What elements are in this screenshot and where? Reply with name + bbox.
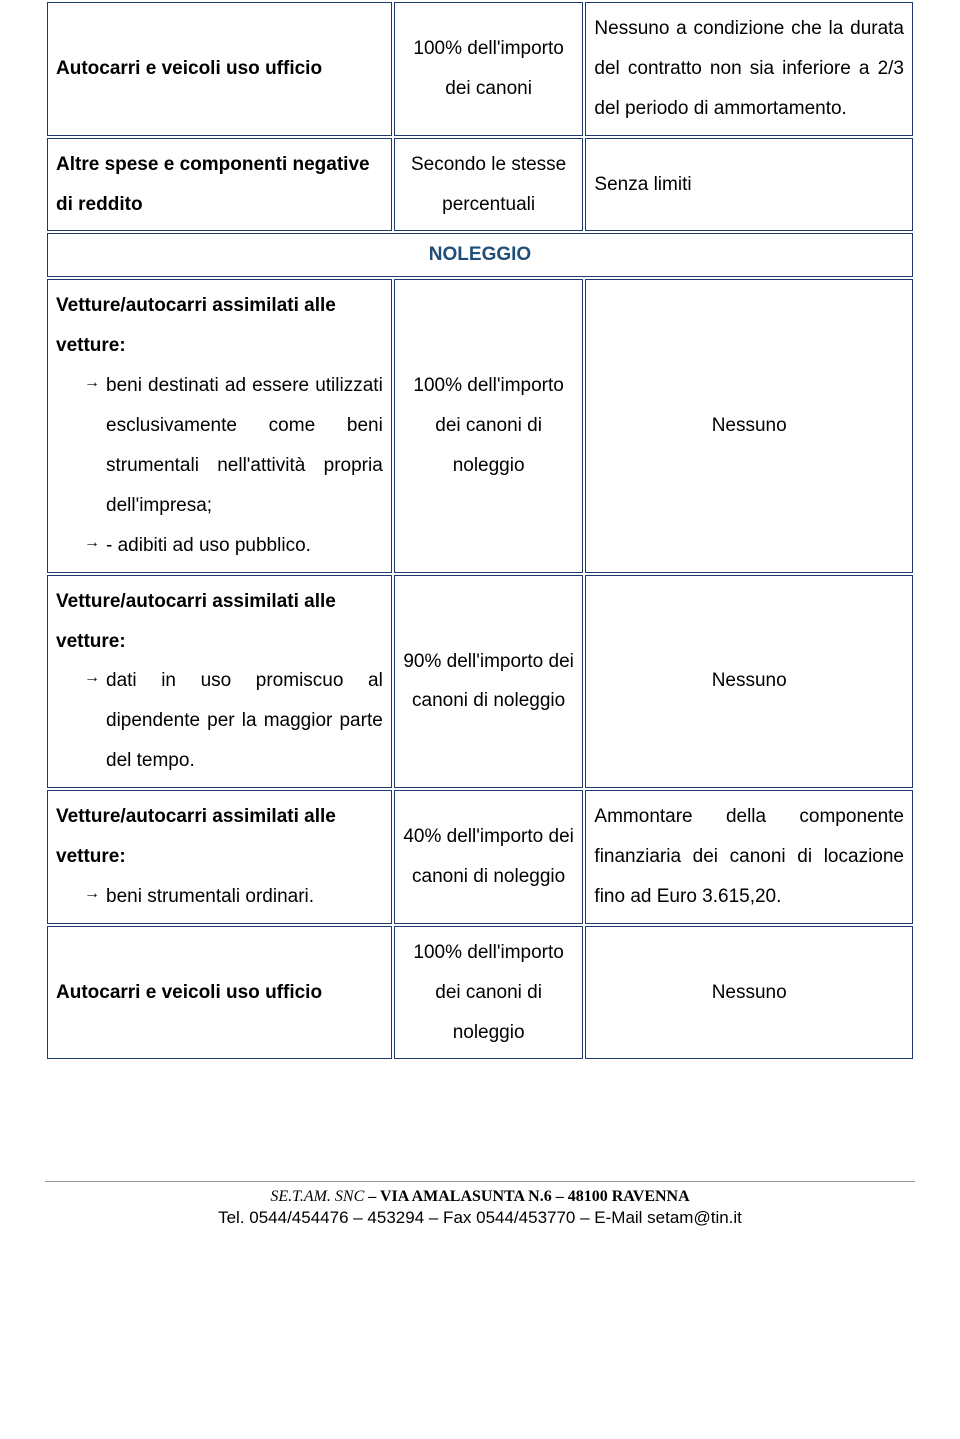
cell-limit: Senza limiti [585, 138, 913, 232]
cell-percentage: 90% dell'importo dei canoni di noleggio [394, 575, 584, 788]
cell-category: Vetture/autocarri assimilati alle vettur… [47, 279, 392, 572]
cell-category: Autocarri e veicoli uso ufficio [47, 2, 392, 136]
bullet-list: beni destinati ad essere utilizzati escl… [56, 366, 383, 565]
cell-percentage: 40% dell'importo dei canoni di noleggio [394, 790, 584, 924]
footer-address: SE.T.AM. SNC – VIA AMALASUNTA N.6 – 4810… [45, 1188, 915, 1206]
cell-title: Autocarri e veicoli uso ufficio [56, 58, 322, 79]
cell-title: Altre spese e componenti negative di red… [56, 154, 370, 215]
table-row: Altre spese e componenti negative di red… [47, 138, 913, 232]
cell-category: Altre spese e componenti negative di red… [47, 138, 392, 232]
cell-limit: Nessuno [585, 279, 913, 572]
cell-title: Vetture/autocarri assimilati alle vettur… [56, 582, 383, 662]
table-row: Vetture/autocarri assimilati alle vettur… [47, 575, 913, 788]
list-item: dati in uso promiscuo al dipendente per … [84, 661, 383, 781]
cell-percentage: 100% dell'importo dei canoni [394, 2, 584, 136]
footer-address-text: – VIA AMALASUNTA N.6 – 48100 RAVENNA [364, 1188, 689, 1205]
list-item: beni strumentali ordinari. [84, 877, 383, 917]
footer-contact: Tel. 0544/454476 – 453294 – Fax 0544/453… [45, 1208, 915, 1228]
cell-title: Autocarri e veicoli uso ufficio [56, 982, 322, 1003]
cell-category: Autocarri e veicoli uso ufficio [47, 926, 392, 1060]
bullet-list: dati in uso promiscuo al dipendente per … [56, 661, 383, 781]
cell-limit: Nessuno [585, 926, 913, 1060]
table-row: Vetture/autocarri assimilati alle vettur… [47, 279, 913, 572]
section-header-noleggio: NOLEGGIO [47, 233, 913, 277]
cell-category: Vetture/autocarri assimilati alle vettur… [47, 790, 392, 924]
table-row: Vetture/autocarri assimilati alle vettur… [47, 790, 913, 924]
cell-limit: Ammontare della componente finanziaria d… [585, 790, 913, 924]
footer-company: SE.T.AM. SNC [270, 1188, 364, 1205]
cell-percentage: Secondo le stesse percentuali [394, 138, 584, 232]
document-page: Autocarri e veicoli uso ufficio 100% del… [0, 0, 960, 1228]
bullet-list: beni strumentali ordinari. [56, 877, 383, 917]
cell-title: Vetture/autocarri assimilati alle vettur… [56, 797, 383, 877]
cell-percentage: 100% dell'importo dei canoni di noleggio [394, 279, 584, 572]
page-footer: SE.T.AM. SNC – VIA AMALASUNTA N.6 – 4810… [45, 1181, 915, 1228]
cell-title: Vetture/autocarri assimilati alle vettur… [56, 286, 383, 366]
list-item: - adibiti ad uso pubblico. [84, 526, 383, 566]
section-header-row: NOLEGGIO [47, 233, 913, 277]
cell-percentage: 100% dell'importo dei canoni di noleggio [394, 926, 584, 1060]
cell-limit: Nessuno a condizione che la durata del c… [585, 2, 913, 136]
cell-category: Vetture/autocarri assimilati alle vettur… [47, 575, 392, 788]
table-row: Autocarri e veicoli uso ufficio 100% del… [47, 2, 913, 136]
main-table: Autocarri e veicoli uso ufficio 100% del… [45, 0, 915, 1061]
table-row: Autocarri e veicoli uso ufficio 100% del… [47, 926, 913, 1060]
list-item: beni destinati ad essere utilizzati escl… [84, 366, 383, 526]
cell-limit: Nessuno [585, 575, 913, 788]
